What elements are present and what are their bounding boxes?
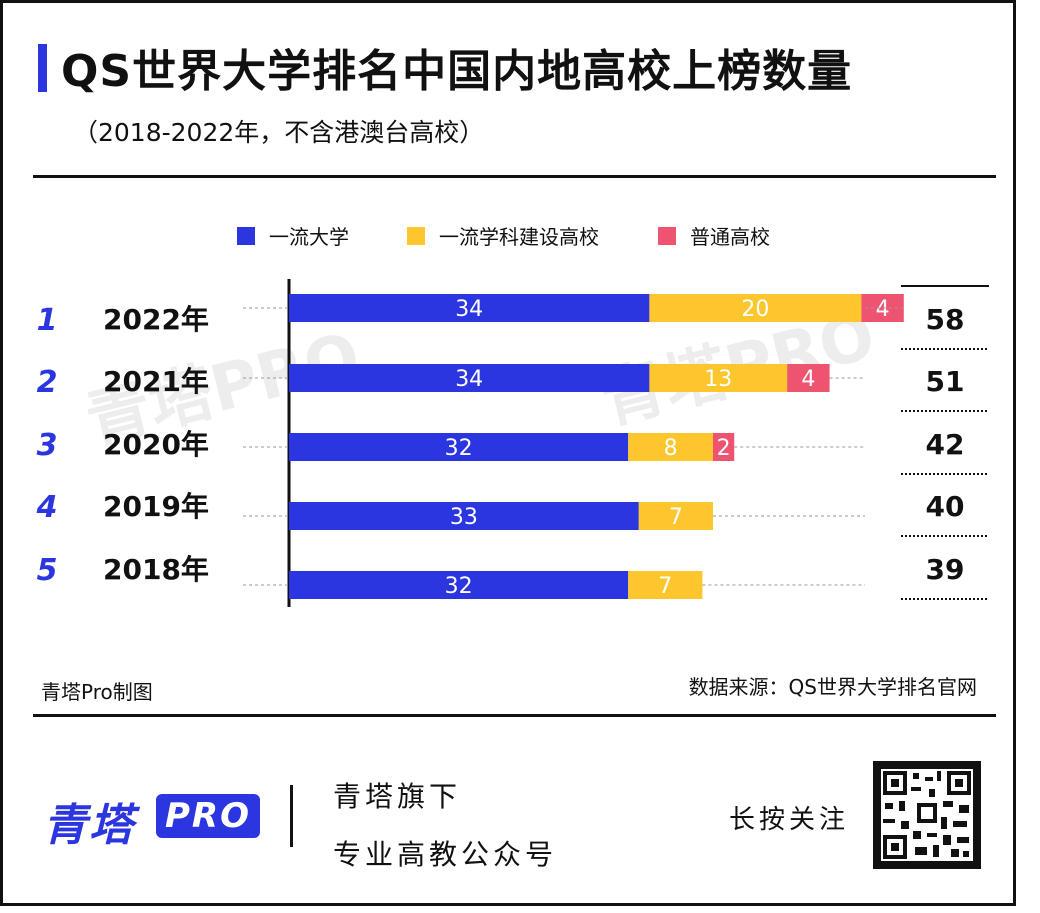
bar-segment — [649, 364, 788, 392]
bar-data-label: 7 — [658, 574, 672, 599]
credit-text: 青塔Pro制图 — [41, 680, 153, 704]
legend-item-first-class-discipline: 一流学科建设高校 — [407, 221, 599, 250]
bar-data-label: 20 — [741, 297, 769, 322]
legend-swatch-red — [658, 226, 676, 245]
divider-top — [33, 175, 996, 178]
qr-code-pattern — [881, 769, 973, 861]
bar-segment — [628, 433, 713, 461]
brand-tagline-1: 青塔旗下 — [333, 780, 462, 813]
brand-divider — [290, 785, 293, 847]
legend-swatch-blue — [237, 226, 255, 245]
row-total-label: 39 — [926, 553, 965, 586]
bar-data-label: 13 — [704, 367, 732, 392]
chart-legend: 一流大学 一流学科建设高校 普通高校 — [3, 221, 1019, 251]
bar-data-label: 4 — [876, 297, 890, 322]
row-total-label: 42 — [926, 428, 965, 461]
qr-code[interactable] — [873, 761, 981, 869]
source-text: 数据来源：QS世界大学排名官网 — [688, 675, 977, 699]
bar-data-label: 32 — [445, 436, 473, 461]
row-total-label: 51 — [926, 365, 965, 398]
rank-label: 2 — [37, 365, 58, 400]
legend-item-first-class-university: 一流大学 — [237, 221, 349, 250]
stacked-bar-chart: 青塔PRO青塔PRO12022年342045822021年34134513202… — [36, 279, 989, 607]
bar-segment — [289, 502, 639, 530]
category-label: 2018年 — [103, 553, 209, 586]
rank-label: 5 — [37, 553, 58, 588]
legend-item-ordinary: 普通高校 — [658, 221, 770, 250]
bar-data-label: 34 — [455, 297, 483, 322]
row-total-label: 40 — [926, 490, 965, 523]
bar-data-label: 2 — [717, 436, 731, 461]
bar-data-label: 4 — [801, 367, 815, 392]
divider-bottom — [33, 714, 996, 717]
rank-label: 4 — [36, 490, 58, 525]
page-subtitle: （2018-2022年，不含港澳台高校） — [73, 118, 485, 147]
bar-data-label: 8 — [664, 436, 678, 461]
category-label: 2019年 — [103, 490, 209, 523]
rank-label: 1 — [37, 303, 58, 338]
rank-label: 3 — [37, 428, 58, 463]
bar-segment — [628, 571, 703, 599]
category-label: 2021年 — [103, 365, 209, 398]
bar-segment — [638, 502, 713, 530]
brand-logo-pro: PRO — [156, 794, 260, 838]
follow-prompt: 长按关注 — [729, 805, 850, 835]
legend-label: 一流大学 — [269, 225, 349, 249]
bar-segment — [649, 294, 862, 322]
bar-segment — [289, 571, 629, 599]
bar-segment — [289, 294, 650, 322]
bar-segment — [289, 433, 629, 461]
legend-label: 普通高校 — [690, 225, 770, 249]
legend-swatch-yellow — [407, 226, 425, 245]
bar-data-label: 32 — [445, 574, 473, 599]
bar-data-label: 34 — [455, 367, 483, 392]
page-title: QS世界大学排名中国内地高校上榜数量 — [61, 46, 853, 97]
bar-segment — [713, 433, 735, 461]
title-accent-bar — [38, 44, 47, 92]
category-label: 2022年 — [103, 303, 209, 336]
bar-segment — [787, 364, 830, 392]
row-total-label: 58 — [926, 303, 965, 336]
brand-logo-text: 青塔 — [43, 800, 135, 851]
bar-segment — [289, 364, 650, 392]
infographic-frame: QS世界大学排名中国内地高校上榜数量 （2018-2022年，不含港澳台高校） … — [0, 0, 1016, 906]
category-label: 2020年 — [103, 428, 209, 461]
brand-tagline-2: 专业高教公众号 — [333, 838, 558, 871]
legend-label: 一流学科建设高校 — [439, 225, 599, 249]
bar-data-label: 33 — [450, 505, 478, 530]
bar-data-label: 7 — [669, 505, 683, 530]
